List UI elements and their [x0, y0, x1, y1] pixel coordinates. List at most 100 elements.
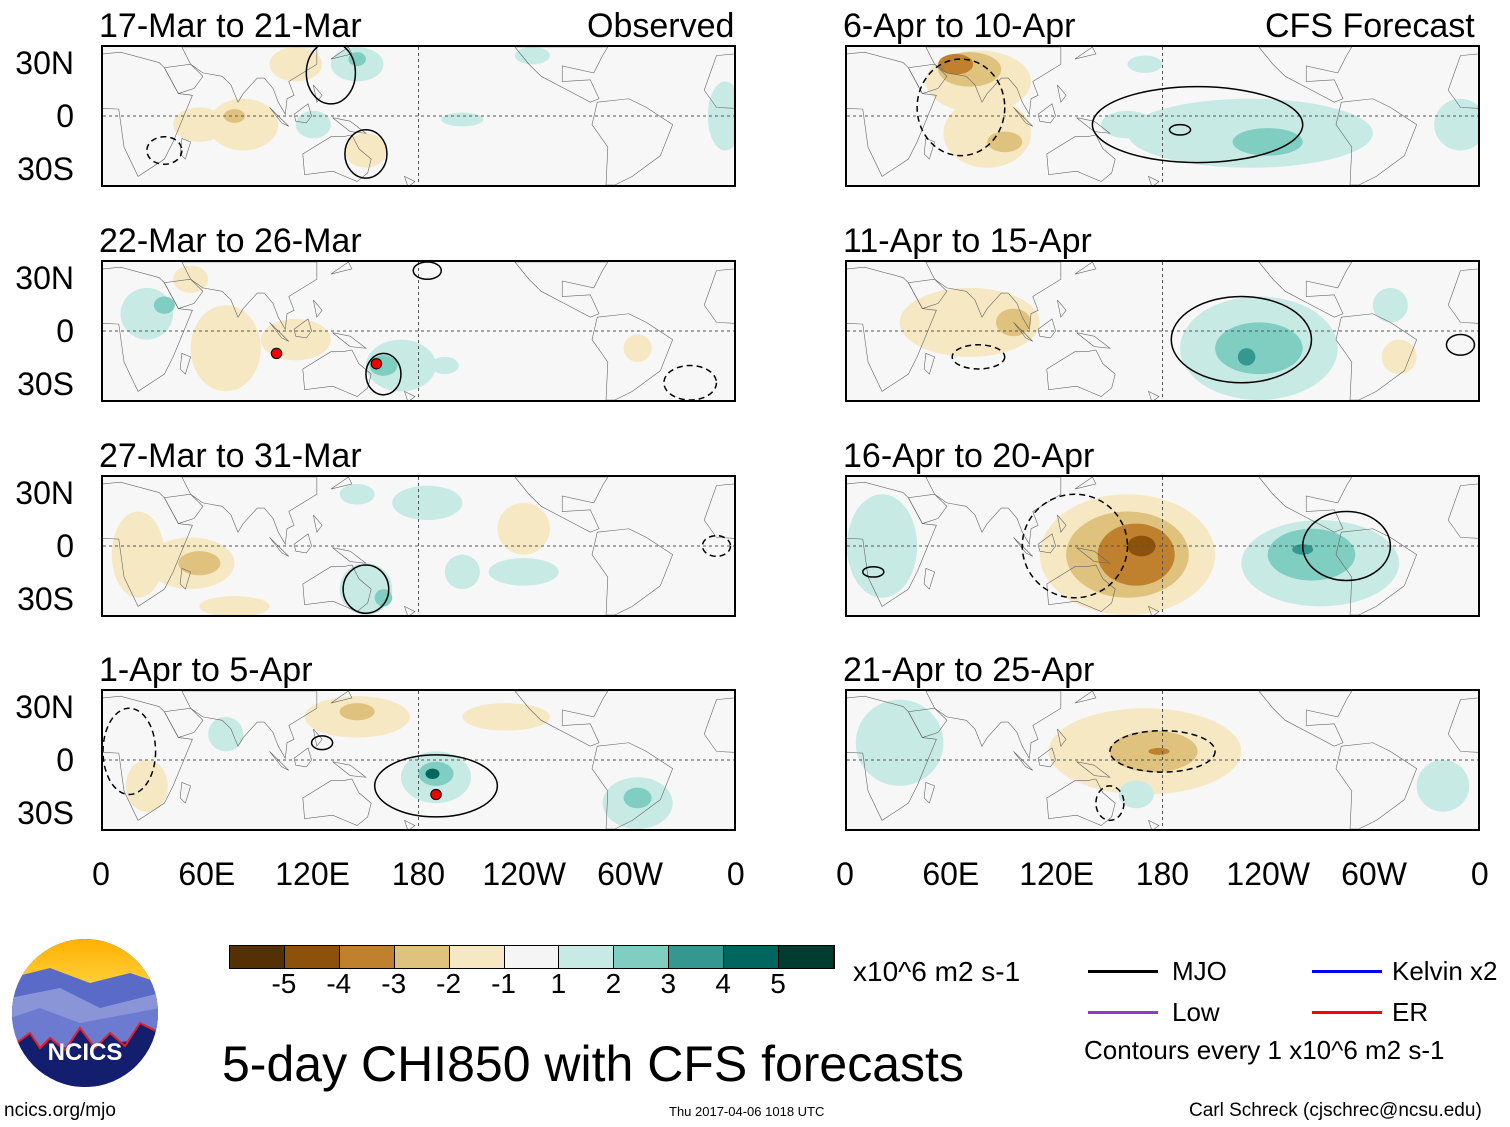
coastline: [164, 708, 203, 737]
coastline: [103, 267, 192, 391]
latitude-label: 0: [56, 528, 74, 564]
negative-mjo-contour: [147, 137, 182, 165]
anomaly-shading: [430, 356, 459, 375]
coastline: [908, 279, 947, 308]
coastline: [1038, 534, 1056, 553]
coastline: [103, 52, 192, 176]
latitude-label: 30N: [15, 260, 74, 296]
coastline: [404, 606, 415, 615]
negative-mjo-contour: [917, 59, 1005, 156]
latitude-label: 30N: [15, 475, 74, 511]
anomaly-shading: [943, 98, 1032, 168]
anomaly-shading: [1267, 528, 1356, 581]
coastline: [924, 782, 935, 803]
coastline: [924, 353, 935, 374]
tropical-cyclone-icon: [371, 359, 382, 369]
negative-mjo-contour: [702, 536, 730, 557]
colorbar-tick-label: 3: [660, 968, 677, 999]
anomaly-shading: [339, 483, 375, 505]
coastline: [270, 751, 289, 770]
anomaly-shading: [1101, 110, 1154, 139]
coastline: [924, 138, 935, 159]
latitude-label: 30S: [17, 151, 74, 187]
coastline: [1075, 477, 1096, 489]
coastline: [1259, 477, 1352, 532]
longitude-label: 0: [836, 856, 854, 892]
colorbar-swatch: [614, 946, 670, 968]
longitude-label: 0: [726, 856, 745, 892]
latitude-label: 0: [56, 742, 74, 778]
anomaly-shading: [111, 511, 165, 598]
coastline: [1075, 47, 1096, 59]
anomaly-shading: [392, 485, 463, 521]
anomaly-shading: [295, 110, 331, 139]
coastline: [180, 138, 191, 159]
latitude-label: 30S: [17, 366, 74, 402]
legend-low: Low: [1172, 997, 1220, 1027]
longitude-label: 180: [391, 856, 446, 892]
panel-title: 6-Apr to 10-Apr: [843, 7, 1076, 45]
coastline: [180, 782, 191, 803]
anomaly-shading: [623, 787, 652, 809]
map-panel: [845, 45, 1480, 187]
panel-title: 27-Mar to 31-Mar: [99, 437, 362, 475]
coastline: [1077, 118, 1110, 134]
panel-title: 17-Mar to 21-Mar: [99, 7, 362, 45]
anomaly-shading: [344, 133, 387, 168]
coastline: [1075, 691, 1096, 703]
coastline: [1075, 262, 1096, 274]
coastline: [270, 322, 289, 341]
anomaly-shading: [514, 47, 550, 65]
coastline: [270, 537, 289, 556]
coastline: [926, 262, 1061, 329]
coastline: [303, 565, 371, 612]
latitude-label: 30N: [15, 45, 74, 81]
coastline: [303, 135, 371, 182]
map-panel: [845, 689, 1480, 831]
positive-mjo-contour: [375, 755, 498, 817]
anomaly-shading: [444, 554, 480, 590]
coastline: [1336, 314, 1417, 400]
panel-title: 16-Apr to 20-Apr: [843, 437, 1095, 475]
anomaly-shading: [125, 760, 168, 812]
anomaly-shading: [153, 296, 175, 314]
coastline: [333, 118, 366, 134]
anomaly-shading: [1237, 348, 1256, 366]
anomaly-shading: [339, 703, 375, 721]
coastline: [294, 319, 312, 338]
anomaly-shading: [1148, 747, 1170, 755]
coastline: [1448, 696, 1478, 820]
coastline: [515, 47, 608, 102]
er-line-swatch: [1312, 1011, 1382, 1014]
coastline: [1014, 107, 1033, 126]
coastline: [926, 477, 1061, 544]
colorbar-swatch: [504, 946, 560, 968]
colorbar-swatch: [779, 946, 834, 968]
map-panel: [101, 260, 736, 402]
coastline: [1077, 548, 1110, 564]
anomaly-shading: [1372, 287, 1408, 323]
anomaly-shading: [190, 305, 261, 392]
longitude-label: 0: [92, 856, 110, 892]
colorbar-tick-label: 4: [715, 968, 731, 999]
coastline: [1038, 104, 1056, 123]
coastline: [926, 47, 1061, 114]
positive-mjo-contour: [306, 47, 355, 104]
colorbar-units: x10^6 m2 s-1: [853, 956, 1021, 987]
coastline: [331, 691, 352, 703]
coastline: [1448, 52, 1478, 176]
colorbar-tick-label: -4: [326, 968, 352, 999]
anomaly-shading: [208, 716, 244, 752]
anomaly-shading: [1127, 55, 1163, 73]
coastline: [1259, 691, 1352, 746]
coastline: [704, 482, 734, 606]
coastline: [1047, 350, 1115, 397]
anomaly-shading: [348, 52, 366, 66]
coastline: [592, 99, 673, 185]
source-url[interactable]: ncics.org/mjo: [4, 1100, 116, 1121]
longitude-label: 180: [1135, 856, 1190, 892]
coastline: [592, 529, 673, 615]
coastline: [313, 515, 322, 532]
coastline: [180, 568, 191, 589]
longitude-label: 0: [1470, 856, 1489, 892]
